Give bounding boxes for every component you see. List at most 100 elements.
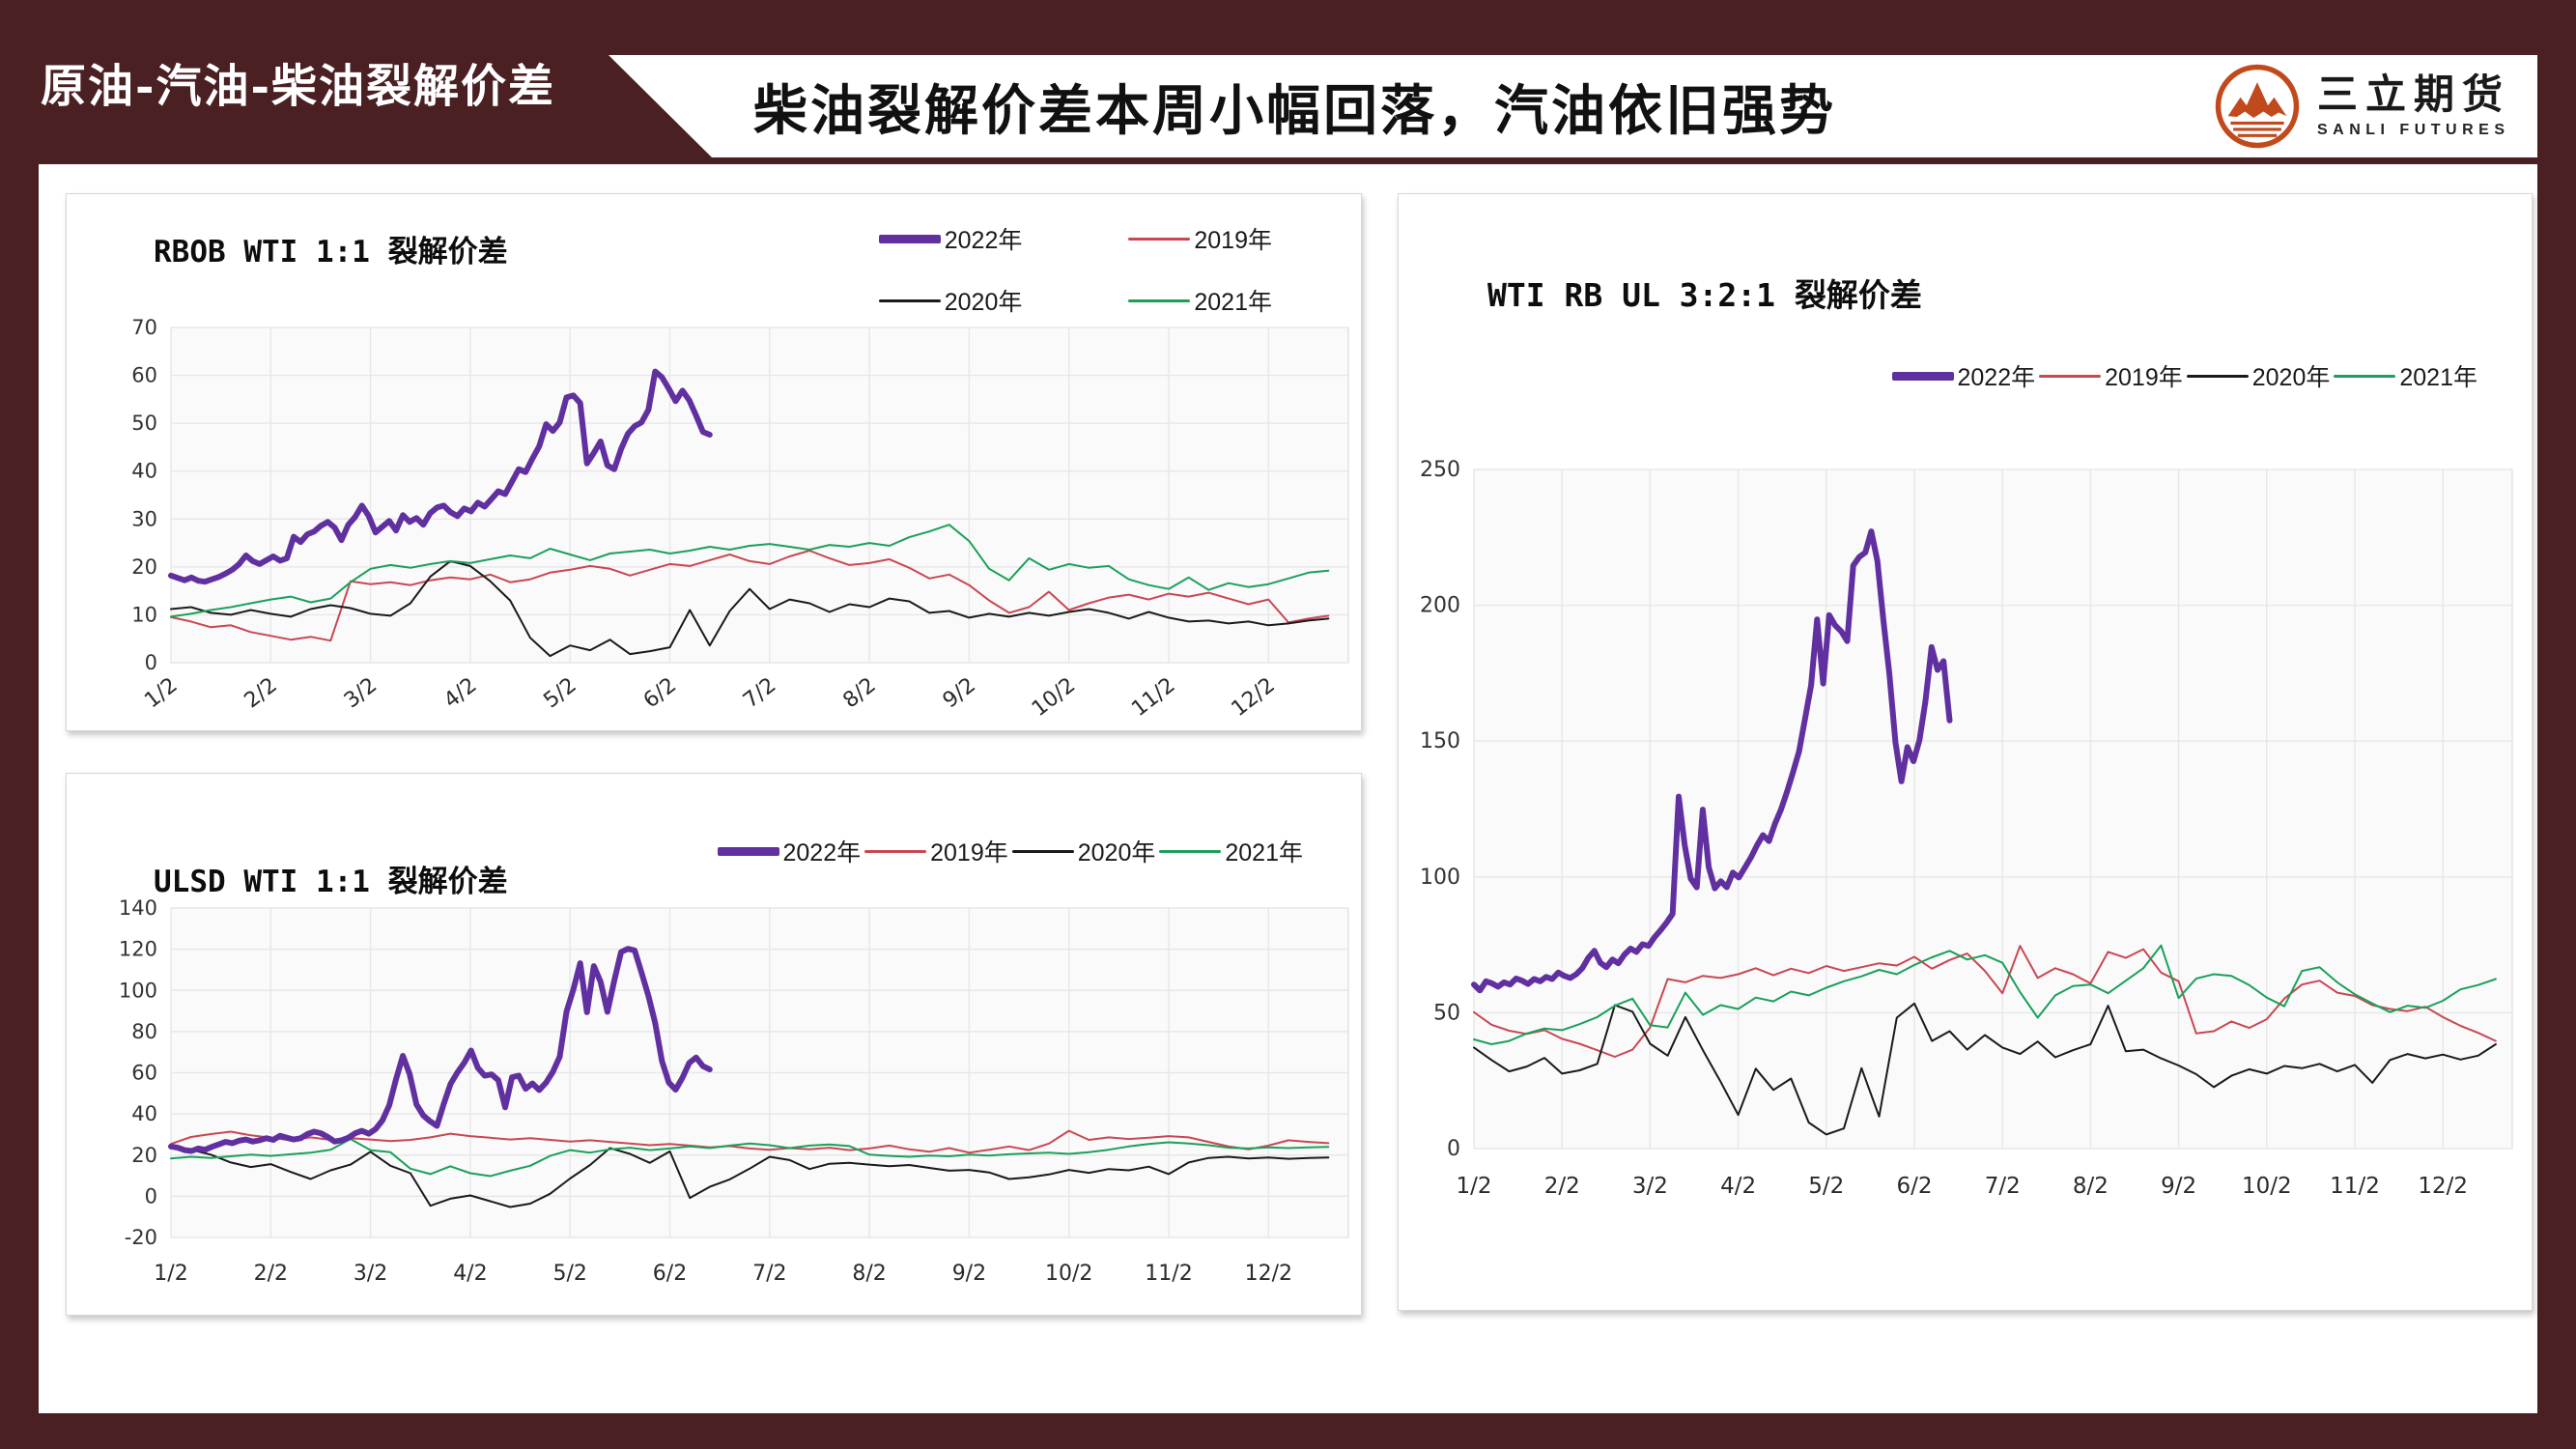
x-tick-label: 4/2 [453, 1262, 487, 1286]
plot-area [1473, 469, 2513, 1150]
legend-line-swatch [1891, 371, 1954, 381]
legend-item: 2022年 [717, 834, 861, 868]
y-tick-label: 10 [131, 603, 157, 626]
legend-label: 2020年 [1077, 839, 1156, 867]
chart-title: WTI RB UL 3:2:1 裂解价差 [1487, 276, 1922, 314]
chart-title: RBOB WTI 1:1 裂解价差 [154, 235, 508, 270]
x-tick-label: 8/2 [838, 673, 880, 713]
legend-item: 2019年 [2039, 358, 2183, 393]
chart-legend: 2022年 2019年 2020年 2021年 [717, 834, 1303, 868]
y-tick-label: 60 [131, 364, 157, 387]
y-tick-label: 250 [1420, 458, 1460, 482]
x-tick-label: 4/2 [439, 673, 481, 713]
legend-label: 2022年 [944, 227, 1023, 254]
y-tick-label: -20 [125, 1226, 157, 1249]
x-tick-label: 9/2 [939, 673, 980, 713]
y-tick-label: 0 [145, 1184, 157, 1208]
legend-label: 2019年 [930, 839, 1008, 867]
legend-item: 2021年 [1159, 834, 1303, 868]
page-title: 柴油裂解价差本周小幅回落，汽油依旧强势 [753, 78, 1836, 143]
y-tick-label: 120 [119, 938, 157, 961]
legend-label: 2022年 [1957, 364, 2036, 391]
legend-label: 2020年 [944, 289, 1023, 316]
chart-rbob-wti-1-1: RBOB WTI 1:1 裂解价差 2022年 2019年 2020年 2021年 0… [66, 193, 1362, 731]
y-tick-label: 0 [1447, 1137, 1460, 1161]
x-tick-label: 10/2 [1045, 1262, 1092, 1286]
y-tick-label: 50 [131, 412, 157, 435]
x-tick-label: 12/2 [1245, 1262, 1292, 1286]
x-tick-label: 12/2 [2418, 1174, 2468, 1199]
legend-item: 2019年 [864, 834, 1008, 868]
legend-item: 2021年 [2334, 358, 2477, 393]
legend-item: 2020年 [2186, 358, 2331, 393]
legend-label: 2021年 [1194, 289, 1272, 316]
x-tick-label: 10/2 [2242, 1174, 2292, 1199]
x-tick-label: 3/2 [354, 1262, 387, 1286]
x-tick-label: 5/2 [1808, 1174, 1844, 1199]
series-line-2021年 [170, 524, 1330, 618]
y-tick-label: 80 [131, 1020, 157, 1043]
line-chart-canvas: 0 50 100 150 200 250 1/2 2/2 3/2 4/2 5/2 6/2 7/2 8/2 9… [1420, 458, 2513, 1199]
series-line-2019年 [170, 1129, 1330, 1154]
legend-line-swatch [878, 234, 941, 243]
chart-title: ULSD WTI 1:1 裂解价差 [154, 865, 508, 899]
series-line-2022年 [1471, 528, 1953, 994]
legend-item: 2019年 [1128, 221, 1272, 256]
line-chart-canvas: -20 0 20 40 60 80 100 120 140 1/2 2/2 3/2 4/2 5/2 6/2 7… [119, 896, 1349, 1286]
x-tick-label: 10/2 [1028, 673, 1080, 722]
y-tick-label: 30 [131, 507, 157, 530]
logo-text: 三立期货 SANLI FUTURES [2316, 72, 2510, 139]
x-tick-label: 6/2 [639, 673, 681, 713]
legend-label: 2019年 [2105, 364, 2183, 391]
legend-item: 2022年 [1891, 358, 2036, 393]
x-tick-label: 8/2 [852, 1262, 886, 1286]
y-tick-label: 20 [131, 1144, 157, 1167]
mountain-logo-icon [2215, 64, 2300, 149]
series-line-2021年 [1473, 944, 2497, 1045]
section-label: 原油-汽油-柴油裂解价差 [41, 60, 556, 114]
legend-item: 2020年 [878, 283, 1023, 318]
x-tick-label: 1/2 [1456, 1174, 1491, 1199]
header-title-band: 柴油裂解价差本周小幅回落，汽油依旧强势 三立期货 SANLI FUTURES [609, 55, 2537, 157]
legend-line-swatch [1011, 849, 1074, 853]
legend-line-swatch [1128, 237, 1191, 241]
x-tick-label: 3/2 [1632, 1174, 1668, 1199]
x-tick-label: 11/2 [1127, 673, 1179, 722]
x-tick-label: 2/2 [1544, 1174, 1580, 1199]
x-tick-label: 7/2 [739, 673, 780, 713]
x-tick-label: 4/2 [1720, 1174, 1756, 1199]
x-tick-label: 9/2 [952, 1262, 986, 1286]
y-tick-label: 70 [131, 316, 157, 339]
y-tick-label: 20 [131, 555, 157, 579]
y-tick-label: 200 [1420, 594, 1460, 618]
series-line-2021年 [170, 1138, 1330, 1178]
y-tick-label: 150 [1420, 729, 1460, 753]
line-chart-canvas: 0 10 20 30 40 50 60 70 1/2 2/2 3/2 4/2 5/2 6/2 7/2 8/2 9… [131, 316, 1349, 722]
x-tick-label: 8/2 [2073, 1174, 2109, 1199]
x-tick-label: 6/2 [653, 1262, 687, 1286]
x-tick-label: 7/2 [752, 1262, 786, 1286]
page-header: 原油-汽油-柴油裂解价差 柴油裂解价差本周小幅回落，汽油依旧强势 三立期货 SA… [0, 0, 2576, 164]
legend-item: 2020年 [1011, 834, 1156, 868]
x-tick-label: 7/2 [1985, 1174, 2021, 1199]
series-line-2022年 [168, 946, 713, 1154]
x-tick-label: 1/2 [140, 673, 182, 713]
y-tick-label: 40 [131, 460, 157, 483]
legend-item: 2021年 [1128, 283, 1272, 318]
legend-item: 2022年 [878, 221, 1023, 256]
legend-label: 2020年 [2251, 364, 2331, 391]
chart-ulsd-wti-1-1: ULSD WTI 1:1 裂解价差 2022年 2019年 2020年 2021年 -… [66, 773, 1362, 1316]
logo-name-en: SANLI FUTURES [2316, 122, 2510, 139]
y-tick-label: 60 [131, 1062, 157, 1085]
y-tick-label: 40 [131, 1102, 157, 1125]
y-tick-label: 50 [1433, 1001, 1460, 1025]
series-line-2020年 [170, 559, 1330, 658]
legend-line-swatch [2039, 374, 2102, 378]
legend-line-swatch [864, 849, 927, 853]
chart-legend: 2022年 2019年 2020年 2021年 [1891, 358, 2477, 393]
company-logo: 三立期货 SANLI FUTURES [2213, 62, 2510, 151]
legend-line-swatch [717, 846, 779, 856]
x-tick-label: 6/2 [1896, 1174, 1932, 1199]
y-tick-label: 140 [119, 896, 157, 920]
x-tick-label: 5/2 [552, 1262, 586, 1286]
